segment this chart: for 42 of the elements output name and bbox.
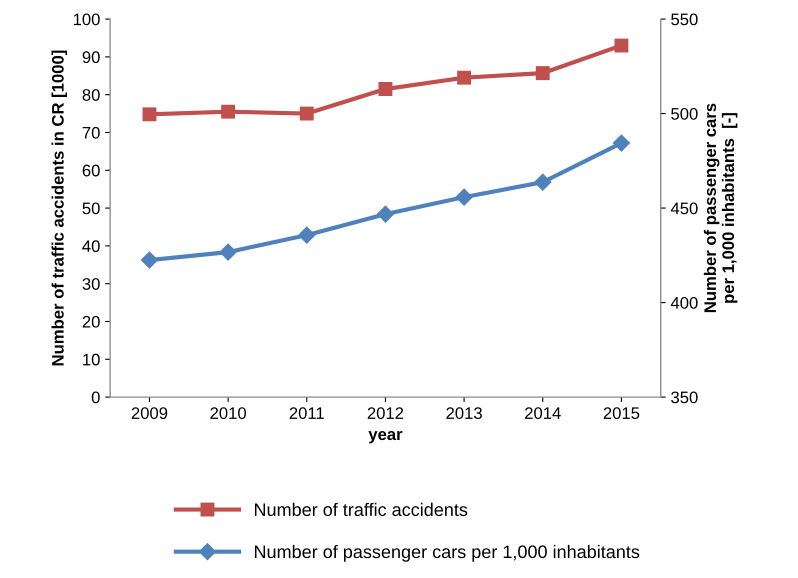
y-axis-title: Number of traffic accidents in CR [1000] — [52, 50, 68, 366]
point — [140, 252, 158, 269]
y2-tick-label: 500 — [671, 108, 698, 120]
point — [220, 244, 237, 261]
y-tick-label: 10 — [83, 354, 100, 366]
y-tick-label: 70 — [82, 126, 100, 139]
legend-label: Number of traffic accidents — [254, 502, 468, 516]
point — [612, 134, 630, 152]
y2-tick-label: 450 — [670, 202, 698, 214]
point — [456, 188, 473, 206]
point — [142, 107, 156, 122]
x-tick-label: 2011 — [290, 407, 324, 420]
y-tick-label: 80 — [82, 89, 100, 101]
y-tick-label: 50 — [82, 202, 100, 214]
x-tick-label: 2015 — [604, 407, 640, 420]
x-axis-title: year — [368, 431, 402, 444]
y-tick-label: 0 — [92, 391, 100, 404]
y-tick-label: 60 — [82, 164, 100, 176]
x-tick-label: 2013 — [446, 407, 482, 420]
point — [534, 174, 552, 191]
y-tick-label: 90 — [82, 51, 100, 64]
legend-label: Number of passenger cars per 1,000 inhabitants — [254, 544, 640, 562]
point — [378, 82, 392, 96]
x-tick-label: 2009 — [132, 407, 168, 420]
y-tick-label: 40 — [82, 240, 100, 252]
point — [221, 104, 236, 119]
x-tick-label: 2012 — [368, 407, 404, 420]
y-tick-label: 20 — [82, 316, 100, 328]
y2-tick-label: 350 — [671, 391, 698, 404]
y2-tick-label: 400 — [670, 296, 698, 309]
point — [614, 38, 628, 52]
x-tick-label: 2014 — [525, 407, 561, 420]
y2-tick-label: 550 — [671, 13, 698, 26]
point — [298, 226, 316, 244]
point — [457, 70, 472, 85]
x-tick-label: 2010 — [210, 407, 246, 420]
point — [300, 106, 314, 121]
point — [536, 66, 550, 80]
y-tick-label: 100 — [74, 13, 100, 26]
y-tick-label: 30 — [82, 278, 100, 290]
point — [376, 206, 394, 223]
y2-axis-title: Number of passenger cars per 1,000 inhabitants [-] — [704, 104, 738, 312]
